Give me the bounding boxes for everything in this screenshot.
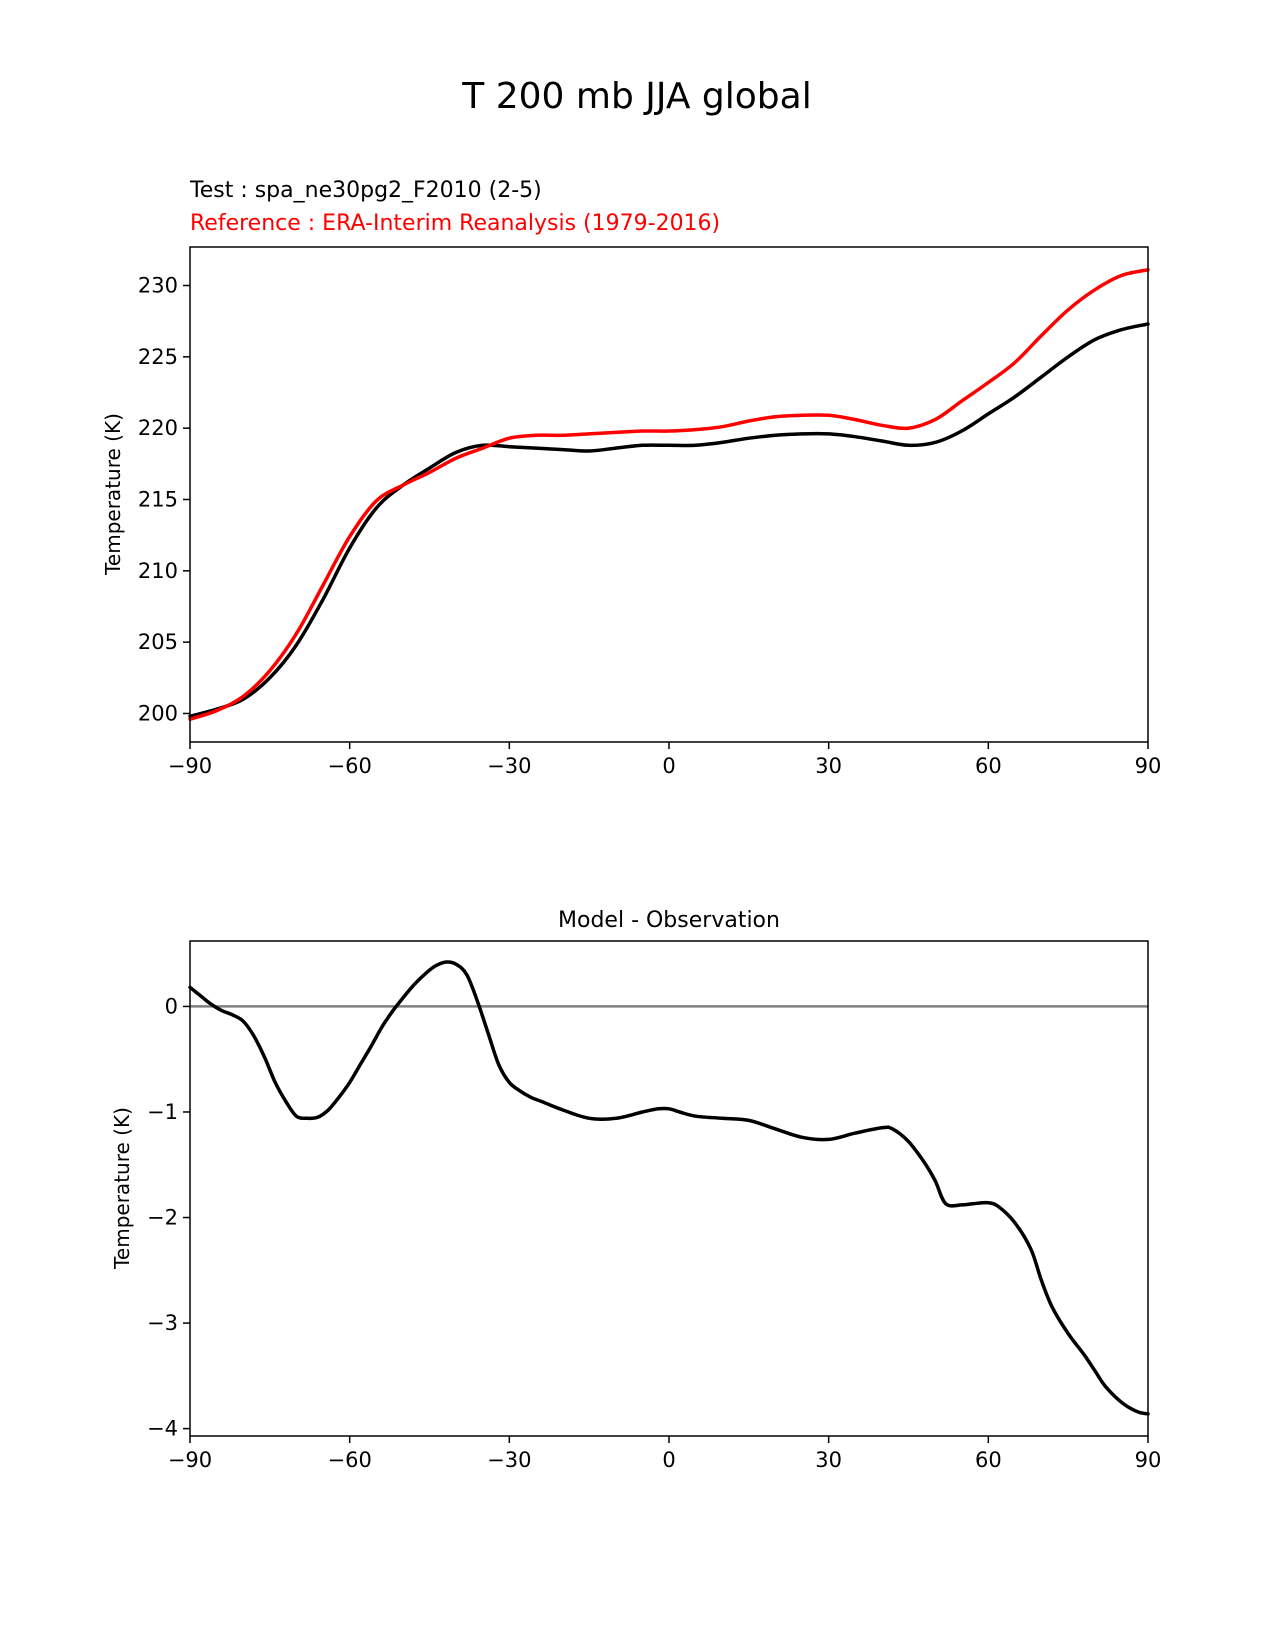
top-ytick-label: 210 [138, 559, 178, 583]
top-ytick-label: 205 [138, 630, 178, 654]
top-xtick-label: −60 [328, 754, 372, 778]
bottom-series-layer [188, 960, 1150, 1416]
bottom-xtick-label: −30 [487, 1448, 531, 1472]
top-xtick-label: 60 [975, 754, 1002, 778]
top-xtick-label: 90 [1135, 754, 1162, 778]
top-ytick-label: 215 [138, 487, 178, 511]
figure-title: T 200 mb JJA global [461, 76, 811, 117]
top-xtick-label: 30 [815, 754, 842, 778]
top-plot-frame [189, 246, 1149, 743]
bottom-plot-frame [189, 940, 1149, 1437]
top-ytick-label: 230 [138, 274, 178, 298]
bottom-yticks: 0 −1 −2 −3 −4 [147, 994, 190, 1441]
top-series-test-line [188, 322, 1150, 719]
bottom-ytick-label: 0 [165, 994, 178, 1018]
bottom-xticks: −90 −60 −30 0 30 60 90 [168, 1436, 1162, 1472]
bottom-xtick-label: 30 [815, 1448, 842, 1472]
top-series-layer [188, 268, 1150, 721]
bottom-series-difference-line [188, 960, 1150, 1416]
top-xticks: −90 −60 −30 0 30 60 90 [168, 742, 1162, 778]
bottom-ytick-label: −3 [147, 1311, 178, 1335]
bottom-title: Model - Observation [558, 908, 780, 933]
test-title: Test : spa_ne30pg2_F2010 (2-5) [189, 178, 542, 203]
top-panel: Test : spa_ne30pg2_F2010 (2-5) Reference… [101, 178, 1161, 778]
bottom-xtick-label: −90 [168, 1448, 212, 1472]
top-xtick-label: −30 [487, 754, 531, 778]
bottom-xtick-label: 0 [662, 1448, 675, 1472]
bottom-ytick-label: −1 [147, 1100, 178, 1124]
top-ytick-label: 200 [138, 701, 178, 725]
bottom-ytick-label: −4 [147, 1417, 178, 1441]
top-y-axis-label: Temperature (K) [101, 413, 125, 576]
top-xtick-label: 0 [662, 754, 675, 778]
bottom-xtick-label: 90 [1135, 1448, 1162, 1472]
bottom-xtick-label: −60 [328, 1448, 372, 1472]
bottom-y-axis-label: Temperature (K) [110, 1107, 134, 1270]
top-ytick-label: 220 [138, 416, 178, 440]
top-series-reference-line [188, 268, 1150, 721]
top-ytick-label: 225 [138, 345, 178, 369]
top-xtick-label: −90 [168, 754, 212, 778]
reference-title: Reference : ERA-Interim Reanalysis (1979… [190, 211, 720, 236]
bottom-panel: Model - Observation −90 −60 −30 0 30 60 90 0 −1… [110, 908, 1161, 1472]
top-yticks: 200 205 210 215 220 225 230 [138, 274, 190, 725]
bottom-ytick-label: −2 [147, 1206, 178, 1230]
bottom-xtick-label: 60 [975, 1448, 1002, 1472]
